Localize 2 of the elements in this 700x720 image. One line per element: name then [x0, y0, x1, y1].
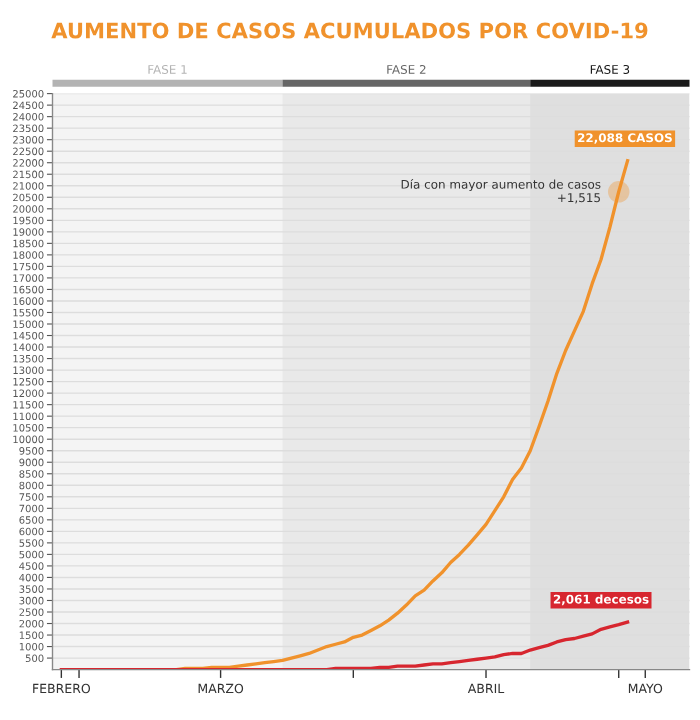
line-series: [59, 620, 630, 670]
chart-title: AUMENTO DE CASOS ACUMULADOS POR COVID-19: [51, 22, 648, 39]
